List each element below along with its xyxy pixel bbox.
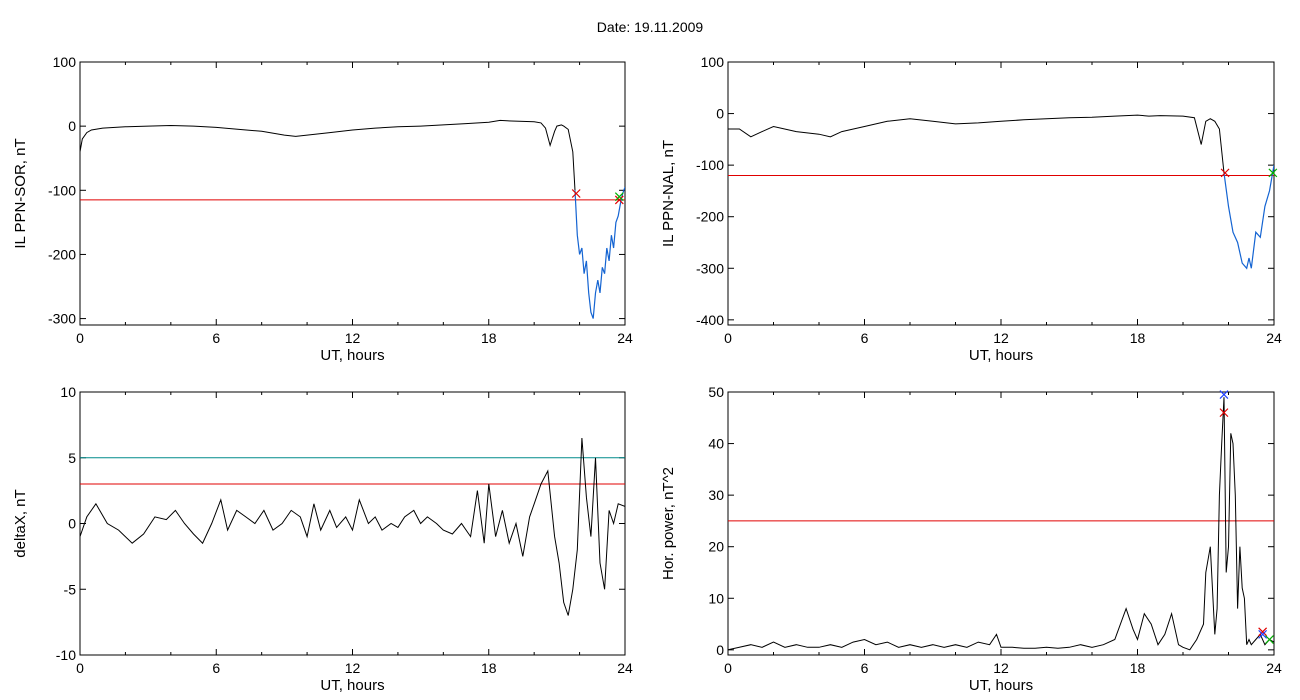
y-axis-label: Hor. power, nT^2 xyxy=(660,467,677,580)
y-tick-label: 0 xyxy=(68,516,76,532)
y-tick-label: 0 xyxy=(716,642,724,658)
y-tick-label: 10 xyxy=(60,384,76,400)
x-tick-label: 0 xyxy=(76,660,84,676)
plot-frame xyxy=(727,391,1275,656)
x-tick-label: 18 xyxy=(1130,660,1146,676)
x-tick-label: 0 xyxy=(724,660,732,676)
panel-ppn-sor: 0 6 12 18 24 100 0 -100 -200 -300 UT, hours IL PPN-… xyxy=(12,54,633,364)
marker-x xyxy=(614,192,624,202)
x-tick-label: 6 xyxy=(861,660,869,676)
x-tick-label: 6 xyxy=(861,330,869,346)
series-group xyxy=(728,397,1274,651)
series-group xyxy=(80,437,625,616)
marker-x xyxy=(571,189,581,198)
marker-x xyxy=(1268,168,1278,178)
series-line-highlight xyxy=(574,186,625,319)
x-axis-label: UT, hours xyxy=(969,677,1033,694)
x-tick-label: 24 xyxy=(617,660,633,676)
marker-x xyxy=(1258,627,1268,637)
y-tick-label: -300 xyxy=(696,260,724,276)
x-tick-label: 0 xyxy=(76,330,84,346)
y-tick-label: 40 xyxy=(708,436,724,452)
x-tick-label: 18 xyxy=(481,330,497,346)
x-tick-label: 24 xyxy=(617,330,633,346)
marker-x xyxy=(1219,408,1229,418)
x-tick-label: 12 xyxy=(993,330,1009,346)
plot-frame xyxy=(79,61,626,326)
y-tick-label: -200 xyxy=(48,246,76,262)
x-tick-label: 12 xyxy=(345,330,361,346)
page-title: Date: 19.11.2009 xyxy=(596,19,704,35)
x-axis-label: UT, hours xyxy=(320,677,384,694)
y-tick-label: 30 xyxy=(708,487,724,503)
panel-deltax: 0 6 12 18 24 10 5 0 -5 -10 UT, hours deltaX, nT xyxy=(12,384,633,694)
y-tick-label: -5 xyxy=(64,581,77,597)
x-tick-label: 6 xyxy=(212,660,220,676)
marker-x xyxy=(1219,390,1229,400)
series-line xyxy=(728,397,1274,651)
x-tick-label: 18 xyxy=(1130,330,1146,346)
x-tick-label: 24 xyxy=(1266,660,1282,676)
x-tick-label: 0 xyxy=(724,330,732,346)
x-tick-label: 12 xyxy=(993,660,1009,676)
x-axis-label: UT, hours xyxy=(320,347,384,364)
plot-frame xyxy=(727,61,1275,326)
x-tick-label: 18 xyxy=(481,660,497,676)
marker-x xyxy=(1220,168,1230,178)
series-line-highlight xyxy=(1223,164,1274,270)
y-tick-label: -100 xyxy=(696,157,724,173)
x-tick-label: 12 xyxy=(345,660,361,676)
y-tick-label: 20 xyxy=(708,539,724,555)
y-tick-label: 100 xyxy=(53,54,77,70)
y-tick-label: 0 xyxy=(716,106,724,122)
y-tick-label: 10 xyxy=(708,590,724,606)
panel-hor-power: 0 6 12 18 24 50 40 30 20 10 0 UT, hours Hor. power, … xyxy=(660,384,1282,694)
y-tick-label: 50 xyxy=(708,384,724,400)
marker-x xyxy=(1258,629,1268,639)
y-tick-label: 5 xyxy=(68,450,76,466)
y-axis-label: IL PPN-SOR, nT xyxy=(12,138,29,248)
y-axis-label: deltaX, nT xyxy=(12,489,29,557)
series-group xyxy=(80,119,625,319)
y-tick-label: -300 xyxy=(48,311,76,327)
y-tick-label: -10 xyxy=(56,647,76,663)
y-tick-label: 100 xyxy=(701,54,725,70)
plot-frame xyxy=(79,391,626,656)
marker-x xyxy=(614,195,624,205)
series-group xyxy=(728,114,1274,270)
series-line xyxy=(80,119,576,191)
y-tick-label: -100 xyxy=(48,182,76,198)
y-tick-label: 0 xyxy=(68,118,76,134)
y-axis-label: IL PPN-NAL, nT xyxy=(660,140,677,247)
panel-ppn-nal: 0 6 12 18 24 100 0 -100 -200 -300 -400 UT, hours IL … xyxy=(660,54,1282,364)
y-tick-label: -200 xyxy=(696,209,724,225)
x-axis-label: UT, hours xyxy=(969,347,1033,364)
series-line xyxy=(728,114,1225,173)
x-tick-label: 24 xyxy=(1266,330,1282,346)
marker-x xyxy=(1265,635,1274,644)
series-line xyxy=(80,437,625,616)
x-tick-label: 6 xyxy=(212,330,220,346)
y-tick-label: -400 xyxy=(696,312,724,328)
